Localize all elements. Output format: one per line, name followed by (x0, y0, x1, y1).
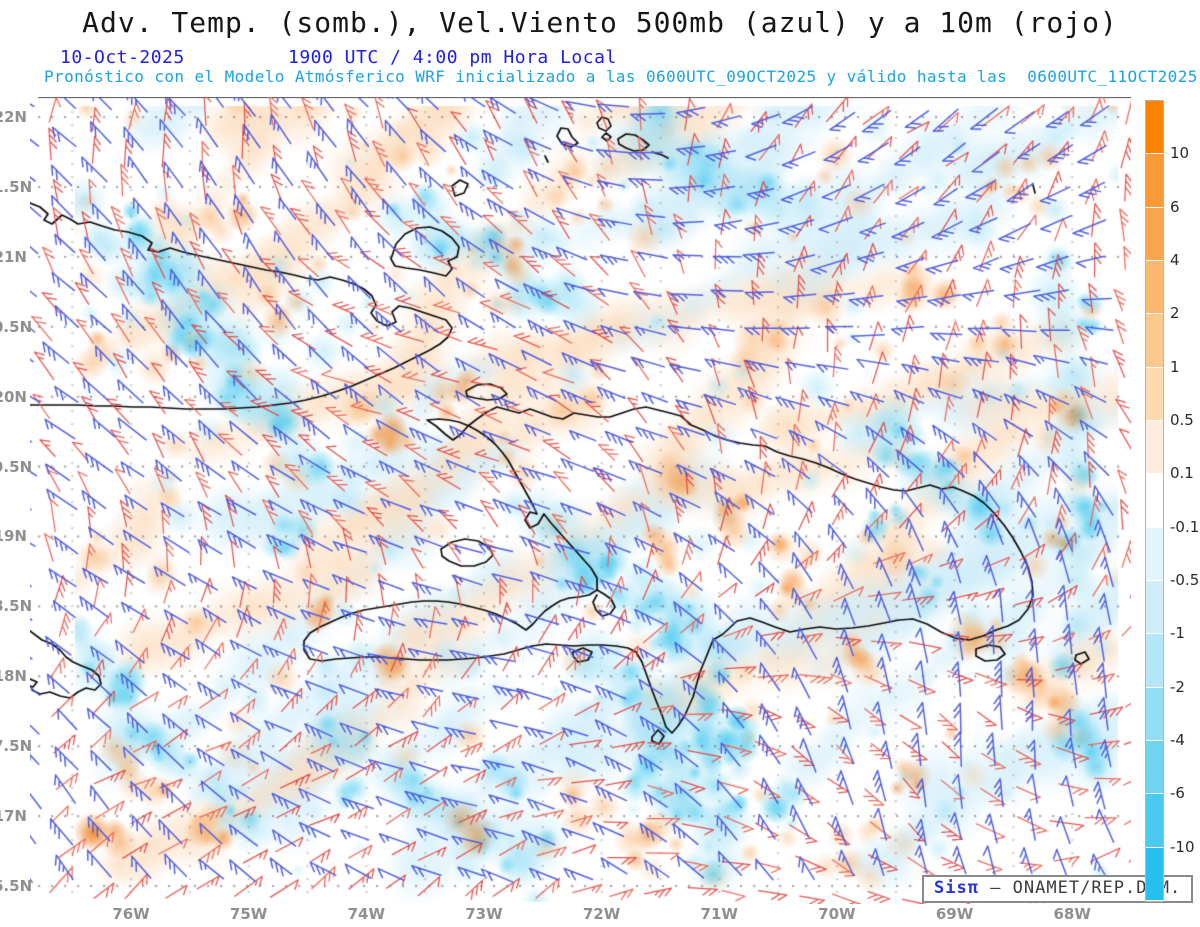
y-axis-tick-label: 8.5N (0, 597, 33, 616)
model-info-line: Pronóstico con el Modelo Atmósferico WRF… (44, 67, 1198, 86)
colorbar-segment (1146, 420, 1163, 475)
colorbar-segment (1146, 527, 1163, 581)
y-axis-tick-label: 19N (0, 527, 27, 546)
x-axis-tick-label: 73W (465, 905, 503, 923)
colorbar-segment (1146, 260, 1163, 315)
colorbar-segment (1146, 207, 1163, 261)
x-axis-tick-label: 76W (112, 905, 150, 923)
colorbar-segment (1146, 634, 1163, 688)
colorbar-tick-label: -2 (1170, 677, 1185, 696)
y-axis-tick-label: 21N (0, 247, 27, 266)
chart-title: Adv. Temp. (somb.), Vel.Viento 500mb (az… (82, 6, 1118, 39)
colorbar-segment (1146, 367, 1163, 421)
y-axis-tick-label: 20N (0, 387, 27, 406)
x-axis-tick-label: 72W (582, 905, 621, 923)
x-axis-tick-label: 68W (1053, 905, 1091, 923)
colorbar-tick-label: -4 (1170, 731, 1185, 749)
brand-logo-text: Sisπ (934, 878, 979, 898)
attribution-text: — ONAMET/REP.DOM. (990, 878, 1182, 898)
valid-time-label: 1900 UTC / 4:00 pm Hora Local (288, 47, 617, 68)
colorbar-tick-label: 10 (1170, 144, 1190, 163)
colorbar-tick-label: 0.1 (1170, 464, 1194, 483)
x-axis-tick-label: 70W (818, 905, 856, 923)
colorbar-tick-label: 0.5 (1170, 411, 1194, 429)
colorbar-segment (1146, 794, 1163, 848)
map-canvas (30, 97, 1131, 904)
colorbar-segment (1146, 314, 1163, 368)
date-label: 10-Oct-2025 (60, 47, 185, 68)
colorbar-tick-label: -10 (1170, 837, 1195, 856)
colorbar-tick-label: -0.5 (1170, 571, 1200, 589)
colorbar-tick-label: 6 (1170, 197, 1180, 216)
colorbar-segment (1146, 687, 1163, 741)
colorbar-segment (1146, 847, 1163, 901)
map-plot-area: Sisπ — ONAMET/REP.DOM. (30, 97, 1194, 904)
y-axis-tick-label: 22N (0, 108, 27, 126)
x-axis-tick-label: 71W (700, 905, 738, 923)
x-axis-tick-label: 75W (229, 905, 268, 923)
colorbar-segment (1146, 580, 1163, 635)
colorbar-tick-label: 4 (1170, 251, 1180, 269)
y-axis-tick-label: 6.5N (0, 876, 33, 895)
colorbar (1145, 100, 1164, 902)
colorbar-tick-label: 1 (1170, 357, 1180, 376)
colorbar-segment (1146, 101, 1163, 155)
y-axis-tick-label: 1.5N (0, 177, 33, 196)
colorbar-segment (1146, 740, 1163, 795)
y-axis-tick-label: 18N (0, 667, 27, 686)
y-axis-tick-label: 0.5N (0, 317, 33, 336)
colorbar-segment (1146, 474, 1163, 528)
colorbar-tick-label: 2 (1170, 304, 1180, 323)
y-axis-tick-label: 7.5N (0, 737, 33, 756)
y-axis-tick-label: 17N (0, 807, 27, 825)
colorbar-tick-label: -1 (1170, 624, 1185, 643)
y-axis-tick-label: 9.5N (0, 457, 33, 476)
colorbar-tick-label: -6 (1170, 784, 1185, 803)
colorbar-tick-label: -0.1 (1170, 517, 1200, 536)
x-axis-tick-label: 74W (347, 905, 385, 923)
colorbar-segment (1146, 154, 1163, 208)
x-axis-tick-label: 69W (935, 905, 974, 923)
